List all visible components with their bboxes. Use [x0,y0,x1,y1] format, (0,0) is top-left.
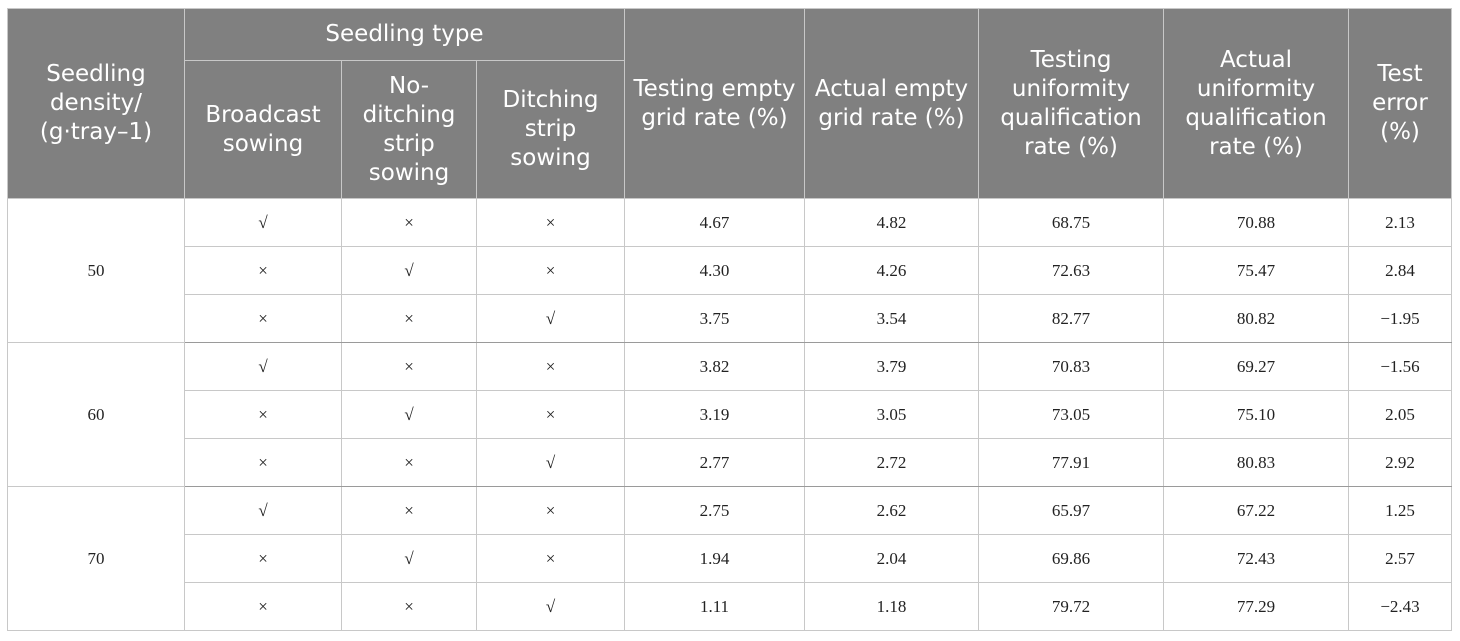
test-error-cell: −1.56 [1348,342,1452,391]
table-row: × × √ 3.75 3.54 82.77 80.82 −1.95 [8,294,1452,343]
actual-uniformity-cell: 72.43 [1163,534,1349,583]
no-ditching-mark: √ [341,246,477,295]
table-row: × √ × 3.19 3.05 73.05 75.10 2.05 [8,390,1452,439]
header-testing-empty: Testing empty grid rate (%) [624,8,805,199]
no-ditching-mark: × [341,438,477,487]
testing-uniformity-cell: 72.63 [978,246,1164,295]
header-density: Seedling density/ (g·tray–1) [7,8,185,199]
test-error-cell: −1.95 [1348,294,1452,343]
testing-uniformity-cell: 68.75 [978,198,1164,247]
broadcast-mark: × [184,582,342,631]
ditching-mark: × [476,342,625,391]
actual-uniformity-cell: 75.10 [1163,390,1349,439]
testing-empty-cell: 3.82 [624,342,805,391]
actual-empty-cell: 3.05 [804,390,979,439]
header-test-error: Test error (%) [1348,8,1452,199]
no-ditching-mark: × [341,342,477,391]
testing-empty-cell: 4.30 [624,246,805,295]
no-ditching-mark: √ [341,534,477,583]
test-error-cell: 2.57 [1348,534,1452,583]
test-error-cell: 2.13 [1348,198,1452,247]
testing-empty-cell: 2.77 [624,438,805,487]
test-error-cell: 2.92 [1348,438,1452,487]
table-row: × × √ 2.77 2.72 77.91 80.83 2.92 [8,438,1452,487]
table-row: × √ × 1.94 2.04 69.86 72.43 2.57 [8,534,1452,583]
table-row: × × √ 1.11 1.18 79.72 77.29 −2.43 [8,582,1452,631]
testing-uniformity-cell: 79.72 [978,582,1164,631]
test-error-cell: −2.43 [1348,582,1452,631]
testing-uniformity-cell: 77.91 [978,438,1164,487]
no-ditching-mark: √ [341,390,477,439]
ditching-mark: √ [476,294,625,343]
testing-uniformity-cell: 82.77 [978,294,1164,343]
ditching-mark: × [476,198,625,247]
header-testing-uniformity: Testing uniformity qualification rate (%… [978,8,1164,199]
testing-uniformity-cell: 69.86 [978,534,1164,583]
testing-uniformity-cell: 73.05 [978,390,1164,439]
ditching-mark: √ [476,438,625,487]
header-actual-empty: Actual empty grid rate (%) [804,8,979,199]
actual-empty-cell: 3.79 [804,342,979,391]
test-error-cell: 2.84 [1348,246,1452,295]
ditching-mark: × [476,534,625,583]
ditching-mark: × [476,486,625,535]
header-ditching: Ditching strip sowing [476,60,625,199]
actual-uniformity-cell: 75.47 [1163,246,1349,295]
no-ditching-mark: × [341,486,477,535]
actual-uniformity-cell: 80.82 [1163,294,1349,343]
header-broadcast: Broadcast sowing [184,60,342,199]
broadcast-mark: √ [184,198,342,247]
table-header: Seedling density/ (g·tray–1) Seedling ty… [7,8,1452,199]
density-cell: 70 [7,486,185,631]
testing-uniformity-cell: 70.83 [978,342,1164,391]
broadcast-mark: × [184,438,342,487]
testing-empty-cell: 2.75 [624,486,805,535]
actual-uniformity-cell: 69.27 [1163,342,1349,391]
table-row: 50 √ × × 4.67 4.82 68.75 70.88 2.13 [7,198,1452,343]
actual-empty-cell: 2.72 [804,438,979,487]
broadcast-mark: √ [184,486,342,535]
testing-empty-cell: 1.11 [624,582,805,631]
no-ditching-mark: × [341,582,477,631]
broadcast-mark: × [184,534,342,583]
testing-uniformity-cell: 65.97 [978,486,1164,535]
broadcast-mark: × [184,246,342,295]
actual-empty-cell: 4.26 [804,246,979,295]
no-ditching-mark: × [341,294,477,343]
ditching-mark: √ [476,582,625,631]
density-cell: 50 [7,198,185,343]
actual-uniformity-cell: 77.29 [1163,582,1349,631]
actual-empty-cell: 4.82 [804,198,979,247]
table-row: 70 √ × × 2.75 2.62 65.97 67.22 1.25 [7,486,1452,631]
actual-empty-cell: 2.04 [804,534,979,583]
actual-empty-cell: 3.54 [804,294,979,343]
testing-empty-cell: 3.75 [624,294,805,343]
actual-uniformity-cell: 67.22 [1163,486,1349,535]
actual-uniformity-cell: 70.88 [1163,198,1349,247]
testing-empty-cell: 3.19 [624,390,805,439]
table-body: 50 √ × × 4.67 4.82 68.75 70.88 2.13 × √ … [7,198,1452,631]
header-no-ditching: No-ditching strip sowing [341,60,477,199]
header-actual-uniformity: Actual uniformity qualification rate (%) [1163,8,1349,199]
no-ditching-mark: × [341,198,477,247]
actual-empty-cell: 1.18 [804,582,979,631]
broadcast-mark: × [184,390,342,439]
testing-empty-cell: 4.67 [624,198,805,247]
table-row: × √ × 4.30 4.26 72.63 75.47 2.84 [8,246,1452,295]
header-seedling-type: Seedling type [184,8,625,61]
test-error-cell: 2.05 [1348,390,1452,439]
results-table: Seedling density/ (g·tray–1) Seedling ty… [7,8,1452,631]
ditching-mark: × [476,390,625,439]
table-row: 60 √ × × 3.82 3.79 70.83 69.27 −1.56 [7,342,1452,487]
actual-empty-cell: 2.62 [804,486,979,535]
actual-uniformity-cell: 80.83 [1163,438,1349,487]
testing-empty-cell: 1.94 [624,534,805,583]
broadcast-mark: × [184,294,342,343]
broadcast-mark: √ [184,342,342,391]
density-cell: 60 [7,342,185,487]
test-error-cell: 1.25 [1348,486,1452,535]
ditching-mark: × [476,246,625,295]
